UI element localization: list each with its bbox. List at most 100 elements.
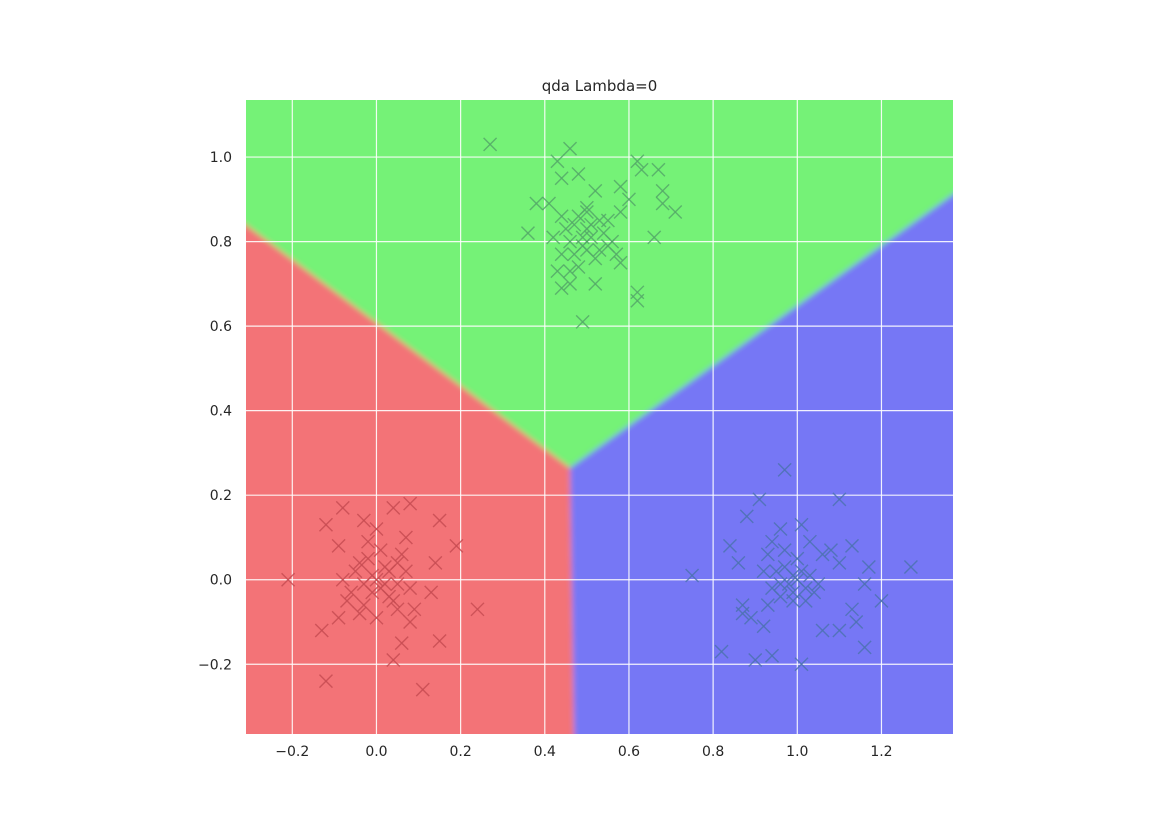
series-0: [281, 496, 485, 697]
data-point: [756, 564, 771, 579]
data-point: [765, 534, 780, 549]
grid-lines: [246, 100, 953, 734]
data-point: [802, 534, 817, 549]
data-point: [786, 593, 801, 608]
y-tick-label: 0.8: [210, 235, 232, 251]
data-point: [373, 543, 388, 558]
data-point: [386, 653, 401, 668]
data-point: [815, 623, 830, 638]
data-point: [857, 640, 872, 655]
data-point: [563, 234, 578, 249]
data-point: [857, 576, 872, 591]
data-point: [571, 166, 586, 181]
data-point: [449, 538, 464, 553]
data-point: [335, 500, 350, 515]
data-point: [554, 281, 569, 296]
data-point: [550, 154, 565, 169]
data-point: [777, 543, 792, 558]
data-point: [575, 314, 590, 329]
data-point: [386, 593, 401, 608]
data-point: [874, 593, 889, 608]
data-point: [903, 560, 918, 575]
data-point: [655, 196, 670, 211]
data-point: [373, 581, 388, 596]
data-point: [588, 183, 603, 198]
y-tick-label: 0.6: [210, 319, 232, 335]
decision-regions: [246, 100, 953, 734]
data-point: [849, 614, 864, 629]
data-point: [613, 255, 628, 270]
data-point: [403, 496, 418, 511]
data-point: [613, 205, 628, 220]
data-point: [630, 154, 645, 169]
data-point: [807, 585, 822, 600]
y-tick-label: 0.4: [210, 404, 232, 420]
data-point: [356, 513, 371, 528]
data-point: [432, 513, 447, 528]
data-point: [394, 636, 409, 651]
data-point: [554, 209, 569, 224]
data-point: [765, 648, 780, 663]
data-point: [731, 555, 746, 570]
data-point: [331, 610, 346, 625]
data-point: [403, 581, 418, 596]
data-point: [386, 500, 401, 515]
y-tick-label: −0.2: [198, 657, 232, 673]
data-point: [685, 568, 700, 583]
data-point: [546, 230, 561, 245]
data-point: [794, 657, 809, 672]
data-point: [579, 205, 594, 220]
x-axis-ticks: −0.2 0.0 0.2 0.4 0.6 0.8 1.0 1.2: [275, 744, 892, 760]
data-point: [777, 462, 792, 477]
region-class-2: [570, 194, 953, 734]
data-point: [832, 492, 847, 507]
data-point: [794, 564, 809, 579]
data-point: [432, 634, 447, 649]
data-point: [428, 555, 443, 570]
data-point: [769, 564, 784, 579]
x-tick-label: −0.2: [275, 744, 309, 760]
data-point: [563, 276, 578, 291]
data-point: [588, 276, 603, 291]
data-point: [529, 196, 544, 211]
data-point: [424, 585, 439, 600]
data-point: [832, 623, 847, 638]
series-1: [483, 137, 683, 329]
data-point: [398, 530, 413, 545]
data-point: [613, 179, 628, 194]
data-point: [605, 234, 620, 249]
data-point: [756, 619, 771, 634]
data-point: [722, 538, 737, 553]
data-point: [765, 581, 780, 596]
x-tick-label: 0.8: [702, 744, 724, 760]
x-tick-label: 0.4: [534, 744, 556, 760]
chart-title: qda Lambda=0: [542, 77, 658, 95]
data-point: [567, 247, 582, 262]
data-point: [356, 576, 371, 591]
data-point: [609, 247, 624, 262]
data-point: [558, 221, 573, 236]
data-point: [845, 538, 859, 553]
y-tick-label: 0.2: [210, 488, 232, 504]
data-point: [748, 653, 763, 668]
data-point: [377, 560, 392, 575]
x-tick-label: 0.2: [449, 744, 471, 760]
data-point: [811, 576, 826, 591]
data-point: [398, 564, 413, 579]
data-point: [651, 162, 666, 177]
data-point: [390, 576, 405, 591]
data-point: [407, 602, 422, 617]
data-point: [369, 522, 384, 537]
data-point: [483, 137, 498, 152]
x-tick-label: 1.2: [870, 744, 892, 760]
data-point: [823, 543, 838, 558]
data-point: [331, 538, 346, 553]
data-point: [744, 610, 758, 625]
data-point: [588, 251, 603, 266]
data-point: [773, 522, 788, 537]
series-2: [685, 462, 918, 672]
data-point: [352, 606, 367, 621]
data-point: [571, 259, 586, 274]
data-point: [356, 598, 371, 613]
